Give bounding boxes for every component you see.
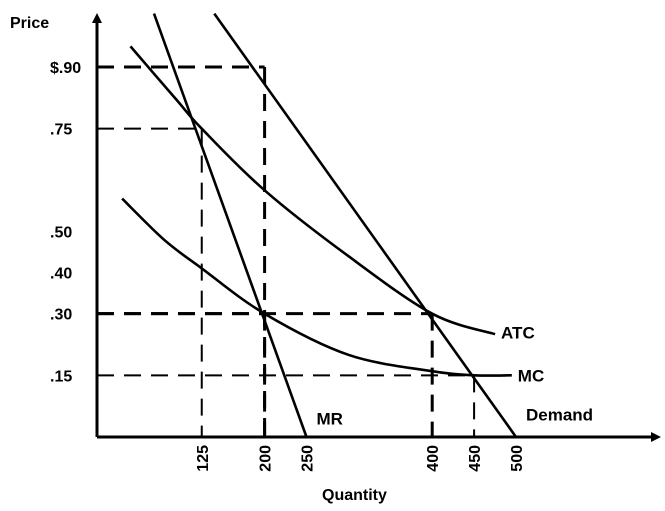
x-tick-label: 200 — [258, 445, 275, 472]
curve-atc — [129, 45, 496, 336]
x-tick-label: 400 — [425, 445, 442, 472]
curves — [121, 12, 518, 438]
x-tick-label: 250 — [300, 445, 317, 472]
y-tick-label: $.90 — [50, 60, 81, 77]
curve-mr — [152, 13, 308, 438]
curve-demand — [213, 12, 518, 438]
y-tick-label: .50 — [50, 224, 72, 241]
x-tick-label: 125 — [195, 445, 212, 472]
y-tick-label: .30 — [50, 307, 72, 324]
x-tick-label: 500 — [509, 445, 526, 472]
curve-label-atc: ATC — [501, 323, 535, 342]
x-tick-label: 450 — [467, 445, 484, 472]
curve-mc — [121, 197, 512, 377]
x-axis-label: Quantity — [322, 487, 387, 504]
y-axis-label: Price — [10, 15, 49, 32]
curve-labels: MR ATC MC Demand — [317, 323, 594, 428]
curve-label-mr: MR — [317, 410, 343, 429]
y-tick-label: .15 — [50, 368, 72, 385]
y-tick-label: .75 — [50, 122, 72, 139]
y-tick-label: .40 — [50, 266, 72, 283]
curve-label-mc: MC — [518, 366, 544, 385]
curve-label-demand: Demand — [526, 406, 593, 425]
ticks: $.90 .75 .50 .40 .30 .15 125 200 250 400 450 500 — [50, 60, 526, 472]
